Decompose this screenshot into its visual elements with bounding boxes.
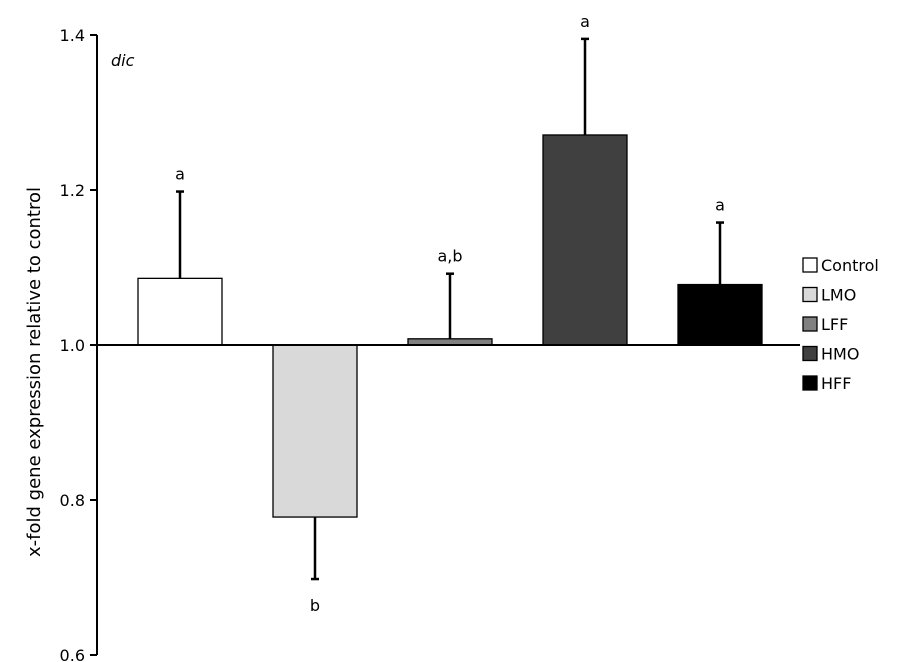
legend-label-lmo: LMO [821, 286, 856, 305]
legend-label-hff: HFF [821, 374, 851, 393]
error-bars-group [176, 37, 724, 581]
significance-label-lmo: b [310, 596, 320, 615]
significance-label-hff: a [715, 196, 725, 215]
bar-control [137, 277, 223, 346]
y-tick-label: 0.8 [60, 491, 85, 510]
y-tick-label: 1.0 [60, 336, 85, 355]
significance-label-hmo: a [580, 12, 590, 31]
legend-swatch-lmo [802, 286, 818, 303]
bar-hmo [542, 134, 628, 346]
y-tick-label: 1.2 [60, 181, 85, 200]
y-tick-label: 0.6 [60, 646, 85, 662]
significance-label-control: a [175, 165, 185, 184]
gene-label: dic [111, 51, 135, 70]
bar-hff [677, 283, 763, 346]
legend-swatch-hff [802, 375, 818, 391]
bar-lmo [272, 344, 358, 518]
y-ticks: 0.6 0.8 1.0 1.2 1.4 [60, 26, 97, 662]
y-tick-label: 1.4 [60, 26, 85, 45]
y-axis-label: x-fold gene expression relative to contr… [24, 187, 45, 557]
legend: Control LMO LFF HMO HFF [802, 256, 879, 393]
legend-swatch-control [802, 257, 818, 273]
legend-label-hmo: HMO [821, 345, 859, 364]
significance-label-lff: a,b [437, 247, 462, 266]
bars-group [137, 134, 763, 518]
legend-swatch-hmo [802, 345, 818, 362]
legend-label-control: Control [821, 256, 879, 275]
legend-swatch-lff [802, 316, 818, 332]
significance-labels: a b a,b a a [175, 12, 725, 615]
legend-label-lff: LFF [821, 315, 848, 334]
